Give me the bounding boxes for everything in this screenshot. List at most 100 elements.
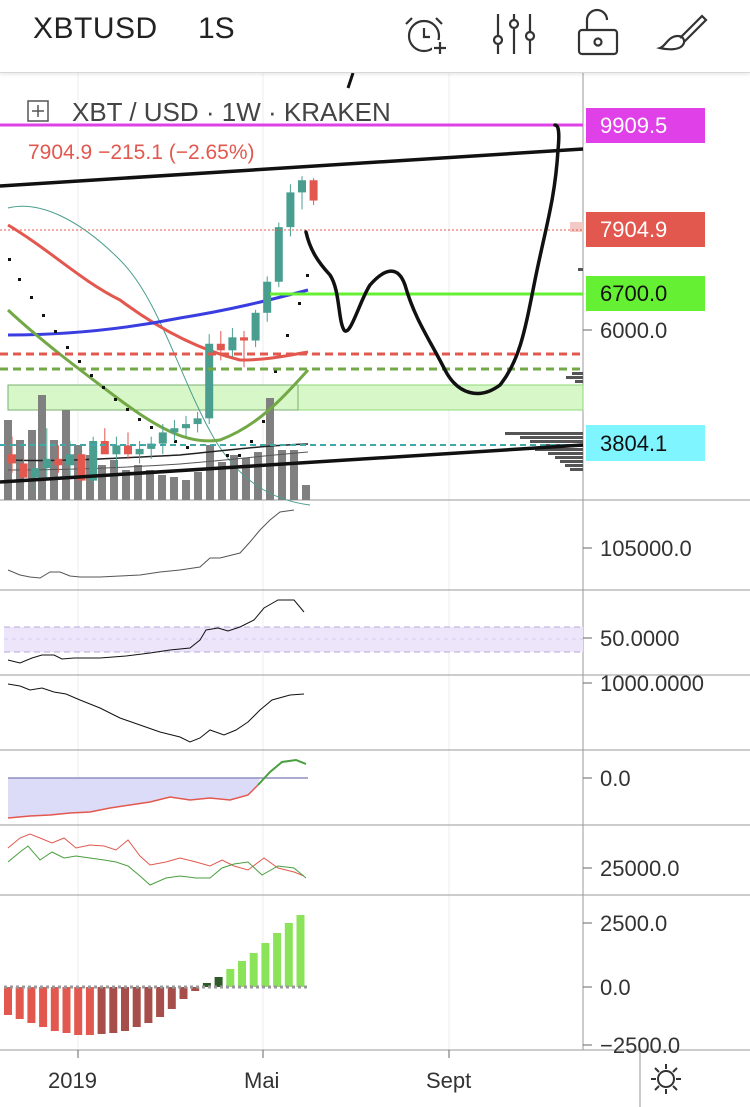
lower-trendline[interactable]: [0, 443, 584, 484]
histogram-bar: [273, 933, 282, 987]
interval-label[interactable]: 1S: [198, 12, 235, 45]
pane2-label: 50.0000: [600, 626, 680, 651]
pane4-red-line: [7, 784, 259, 819]
candle-body: [112, 445, 121, 455]
histogram-bar: [214, 977, 223, 987]
top-toolbar: XBTUSD 1S: [0, 0, 750, 73]
bollinger-line: [7, 205, 311, 506]
histogram-bar: [284, 923, 293, 987]
histogram-bar: [4, 987, 12, 1015]
upper-trendline[interactable]: [0, 147, 584, 188]
candle-body: [42, 458, 51, 469]
volume-profile: [505, 222, 583, 471]
pane6-label-mid: 0.0: [600, 975, 631, 1000]
ma-red: [7, 223, 309, 362]
momentum-histogram-bars: [4, 915, 305, 1035]
candle-body: [182, 424, 190, 429]
chart-canvas[interactable]: XBT / USD · 1W · KRAKEN 7904.9 −215.1 (−…: [0, 73, 750, 1107]
ma-gray: [7, 451, 309, 471]
support-zone-box: [7, 384, 299, 411]
volume-bars: [4, 395, 310, 500]
candle-body: [19, 463, 28, 478]
price-tag-6700-label: 6700.0: [600, 281, 667, 306]
histogram-bar: [144, 987, 153, 1023]
lock-icon[interactable]: [570, 6, 626, 62]
pane5-red-line: [7, 833, 305, 877]
candle-body: [274, 227, 283, 282]
indicators-icon[interactable]: [486, 6, 542, 62]
vertical-gridlines: [77, 73, 450, 1050]
candle-body: [8, 454, 16, 464]
candle-body: [205, 343, 214, 419]
histogram-bar: [97, 987, 106, 1034]
pane4-label: 0.0: [600, 766, 631, 791]
candle-body: [54, 458, 63, 466]
histogram-bar: [62, 987, 71, 1033]
histogram-bar: [191, 987, 200, 991]
histogram-bar: [50, 987, 59, 1031]
pane6-label-bottom: −2500.0: [600, 1033, 680, 1058]
pane1-label: 105000.0: [600, 536, 692, 561]
time-label-mai: Mai: [244, 1068, 279, 1093]
ma-black: [7, 443, 309, 462]
pane4-green-line: [257, 758, 307, 786]
candle-body: [309, 180, 318, 201]
plus-icon: [32, 105, 44, 117]
time-label-2019: 2019: [48, 1068, 97, 1093]
candle-body: [216, 343, 225, 351]
price-tag-7904: 7904.9: [586, 212, 705, 247]
histogram-bar: [226, 969, 235, 987]
projection-path[interactable]: [304, 123, 561, 396]
candle-body: [31, 468, 40, 478]
histogram-bar: [156, 987, 165, 1017]
candle-body: [193, 418, 202, 425]
histogram-bar: [249, 953, 258, 987]
pane1-line: [7, 509, 295, 579]
pane3-line: [7, 683, 305, 743]
candlestick-series: [8, 176, 318, 493]
settings-gear-icon[interactable]: [651, 1064, 681, 1094]
candle-body: [228, 337, 237, 351]
price-tag-7904-label: 7904.9: [600, 217, 667, 242]
candle-body: [77, 454, 86, 481]
histogram-bar: [167, 987, 176, 1009]
histogram-bar: [202, 983, 211, 987]
pane-separators: [0, 499, 750, 1107]
candle-body: [89, 440, 98, 481]
price-tag-9909: 9909.5: [586, 108, 705, 143]
drawing-brush-icon[interactable]: [656, 6, 712, 62]
candle-body: [251, 312, 260, 341]
pane5-green-line: [7, 845, 307, 886]
candle-body: [135, 448, 144, 455]
price-label-6000: 6000.0: [600, 318, 667, 343]
alarm-add-icon[interactable]: [400, 6, 456, 62]
candle-body: [240, 337, 248, 341]
price-tag-6700: 6700.0: [586, 276, 705, 311]
histogram-bar: [85, 987, 94, 1035]
price-tag-3804-label: 3804.1: [600, 431, 667, 456]
price-tag-9909-label: 9909.5: [600, 113, 667, 138]
trendline-fragment: [346, 73, 355, 89]
histogram-bar: [261, 943, 270, 987]
histogram-bar: [74, 987, 83, 1035]
histogram-bar: [296, 915, 305, 987]
pane3-label: 1000.0000: [600, 671, 704, 696]
histogram-bar: [109, 987, 118, 1033]
pane6-label-top: 2500.0: [600, 911, 667, 936]
histogram-bar: [132, 987, 141, 1027]
pane4-fill: [8, 778, 260, 818]
candle-body: [263, 281, 272, 313]
histogram-bar: [27, 987, 36, 1023]
histogram-bar: [238, 961, 246, 987]
candle-body: [298, 180, 306, 193]
histogram-bar: [39, 987, 48, 1027]
candle-body: [158, 432, 167, 444]
candle-body: [286, 192, 295, 228]
price-tag-3804: 3804.1: [586, 425, 705, 461]
histogram-bar: [15, 987, 24, 1019]
histogram-bar: [121, 987, 129, 1031]
rsi-line: [7, 599, 305, 664]
candle-body: [124, 445, 132, 455]
symbol-label[interactable]: XBTUSD: [33, 12, 158, 45]
legend-title: XBT / USD · 1W · KRAKEN: [72, 97, 391, 127]
